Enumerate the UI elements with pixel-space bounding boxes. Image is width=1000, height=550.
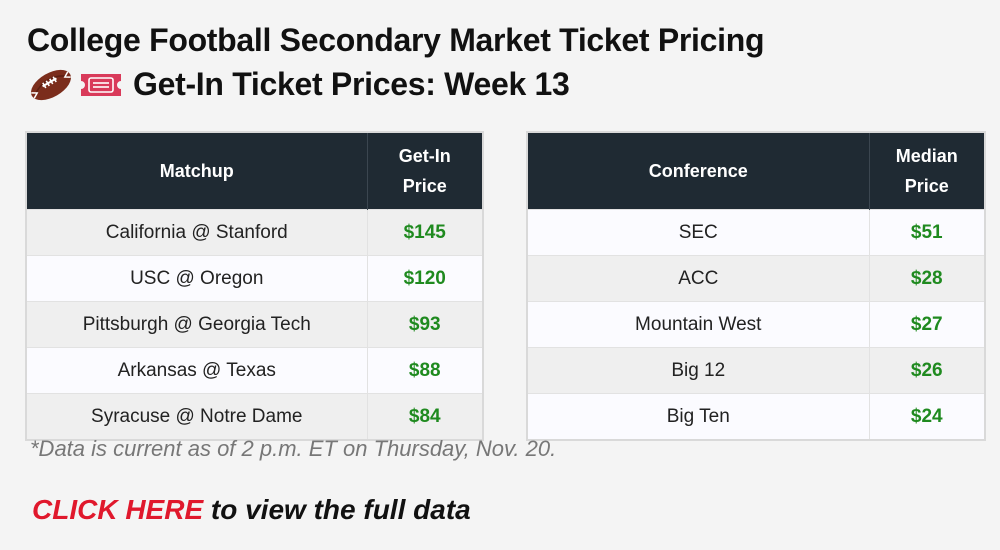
column-header-get-in-price: Get-In Price [367,133,482,210]
page-title: College Football Secondary Market Ticket… [27,22,765,58]
click-here-text[interactable]: CLICK HERE [32,494,204,525]
price-cell: $120 [367,255,482,302]
price-cell: $145 [367,209,482,256]
conference-cell: Big Ten [528,393,870,439]
data-footnote: *Data is current as of 2 p.m. ET on Thur… [30,436,557,461]
conference-cell: SEC [528,209,870,256]
cta-description[interactable]: to view the full data [203,494,471,525]
matchup-cell: Arkansas @ Texas [27,347,368,394]
table-row: Syracuse @ Notre Dame $84 [27,393,482,439]
table-row: California @ Stanford $145 [27,209,482,256]
matchup-cell: USC @ Oregon [27,255,368,302]
table-row: ACC $28 [528,255,984,302]
price-cell: $26 [869,347,984,394]
subtitle-text: Get-In Ticket Prices: Week 13 [133,66,570,102]
view-full-data-link[interactable]: CLICK HERE to view the full data [32,494,471,526]
conference-cell: ACC [528,255,870,302]
matchup-cell: California @ Stanford [27,209,368,256]
table-header-row: Conference Median Price [528,133,984,210]
football-icon [31,69,71,100]
table-header-row: Matchup Get-In Price [27,133,482,210]
table-row: Pittsburgh @ Georgia Tech $93 [27,301,482,348]
price-cell: $51 [869,209,984,256]
table-row: Mountain West $27 [528,301,984,348]
table-row: SEC $51 [528,209,984,256]
column-header-matchup: Matchup [27,133,368,210]
conference-cell: Mountain West [528,301,870,348]
page-subtitle: Get-In Ticket Prices: Week 13 [27,66,570,103]
conference-price-table: Conference Median Price SEC $51 ACC $28 … [528,133,984,439]
conference-cell: Big 12 [528,347,870,394]
matchup-cell: Pittsburgh @ Georgia Tech [27,301,368,348]
ticket-icon [81,73,121,96]
table-row: Big 12 $26 [528,347,984,394]
price-cell: $24 [869,393,984,439]
table-row: Arkansas @ Texas $88 [27,347,482,394]
price-cell: $93 [367,301,482,348]
table-row: USC @ Oregon $120 [27,255,482,302]
price-cell: $84 [367,393,482,439]
price-cell: $28 [869,255,984,302]
price-cell: $88 [367,347,482,394]
column-header-median-price: Median Price [869,133,984,210]
table-row: Big Ten $24 [528,393,984,439]
matchup-cell: Syracuse @ Notre Dame [27,393,368,439]
column-header-conference: Conference [528,133,870,210]
price-cell: $27 [869,301,984,348]
matchup-price-table: Matchup Get-In Price California @ Stanfo… [27,133,482,439]
